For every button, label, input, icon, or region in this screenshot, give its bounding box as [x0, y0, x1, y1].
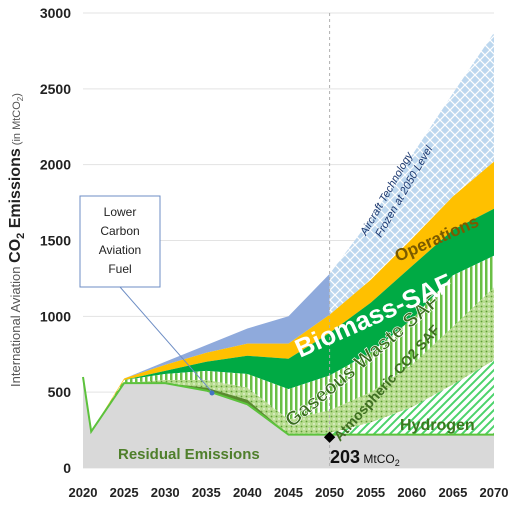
callout-line-4: Fuel — [108, 262, 131, 276]
callout-line-3: Aviation — [99, 243, 141, 257]
y-tick-3000: 3000 — [40, 5, 71, 21]
x-tick-2040: 2040 — [233, 485, 262, 500]
y-axis-title-co-sub: 2 — [15, 233, 27, 239]
y-tick-2500: 2500 — [40, 81, 71, 97]
area-biomass-saf — [83, 208, 494, 432]
x-tick-2070: 2070 — [480, 485, 509, 500]
y-axis-title-emissions: Emissions — [7, 148, 24, 233]
label-hydrogen: Hydrogen — [400, 417, 475, 434]
residual-boundary-line — [82, 376, 494, 436]
marker-2050-diamond — [323, 431, 336, 443]
y-tick-2000: 2000 — [40, 157, 71, 173]
y-tick-1000: 1000 — [40, 308, 71, 324]
area-atmospheric-co2-saf — [83, 287, 494, 435]
x-axis-ticks: 2020 2025 2030 2035 2040 2045 2050 2055 2060 2065… — [69, 485, 509, 500]
x-tick-2045: 2045 — [274, 485, 303, 500]
x-tick-2020: 2020 — [69, 485, 98, 500]
y-tick-500: 500 — [48, 384, 72, 400]
callout-leader-dot — [209, 390, 215, 396]
area-hydrogen — [83, 360, 494, 435]
y-axis-title-unit-post: ) — [11, 93, 23, 97]
y-axis-title-unit-pre: (in MtCO — [11, 101, 23, 149]
callout-line-1: Lower — [104, 205, 137, 219]
y-axis-title-unit-sub: 2 — [16, 96, 25, 101]
marker-value: 203 — [330, 447, 360, 467]
y-axis-title: International Aviation CO2 Emissions (in… — [7, 93, 27, 387]
area-gaseous-waste-saf — [83, 255, 494, 432]
area-aircraft-post-2050 — [329, 32, 494, 315]
y-axis-title-prefix: International Aviation — [8, 263, 23, 387]
y-axis-title-co: CO — [7, 239, 24, 263]
x-tick-2060: 2060 — [397, 485, 426, 500]
marker-2050-label: 203 MtCO2 — [330, 447, 400, 468]
label-residual-emissions: Residual Emissions — [118, 446, 260, 463]
x-tick-2055: 2055 — [356, 485, 385, 500]
area-residual-emissions — [83, 377, 494, 468]
y-axis-ticks: 0 500 1000 1500 2000 2500 3000 — [40, 5, 71, 476]
x-tick-2065: 2065 — [438, 485, 467, 500]
callout-box — [79, 195, 161, 288]
y-tick-1500: 1500 — [40, 233, 71, 249]
x-tick-2050: 2050 — [315, 485, 344, 500]
x-tick-2030: 2030 — [151, 485, 180, 500]
callout-leader-line — [119, 286, 213, 393]
area-operations — [83, 161, 494, 432]
x-tick-2035: 2035 — [192, 485, 221, 500]
marker-unit-sub: 2 — [395, 458, 400, 468]
x-tick-2025: 2025 — [110, 485, 139, 500]
callout-line-2: Carbon — [100, 224, 139, 238]
marker-unit: MtCO — [360, 452, 395, 466]
y-tick-0: 0 — [63, 460, 71, 476]
